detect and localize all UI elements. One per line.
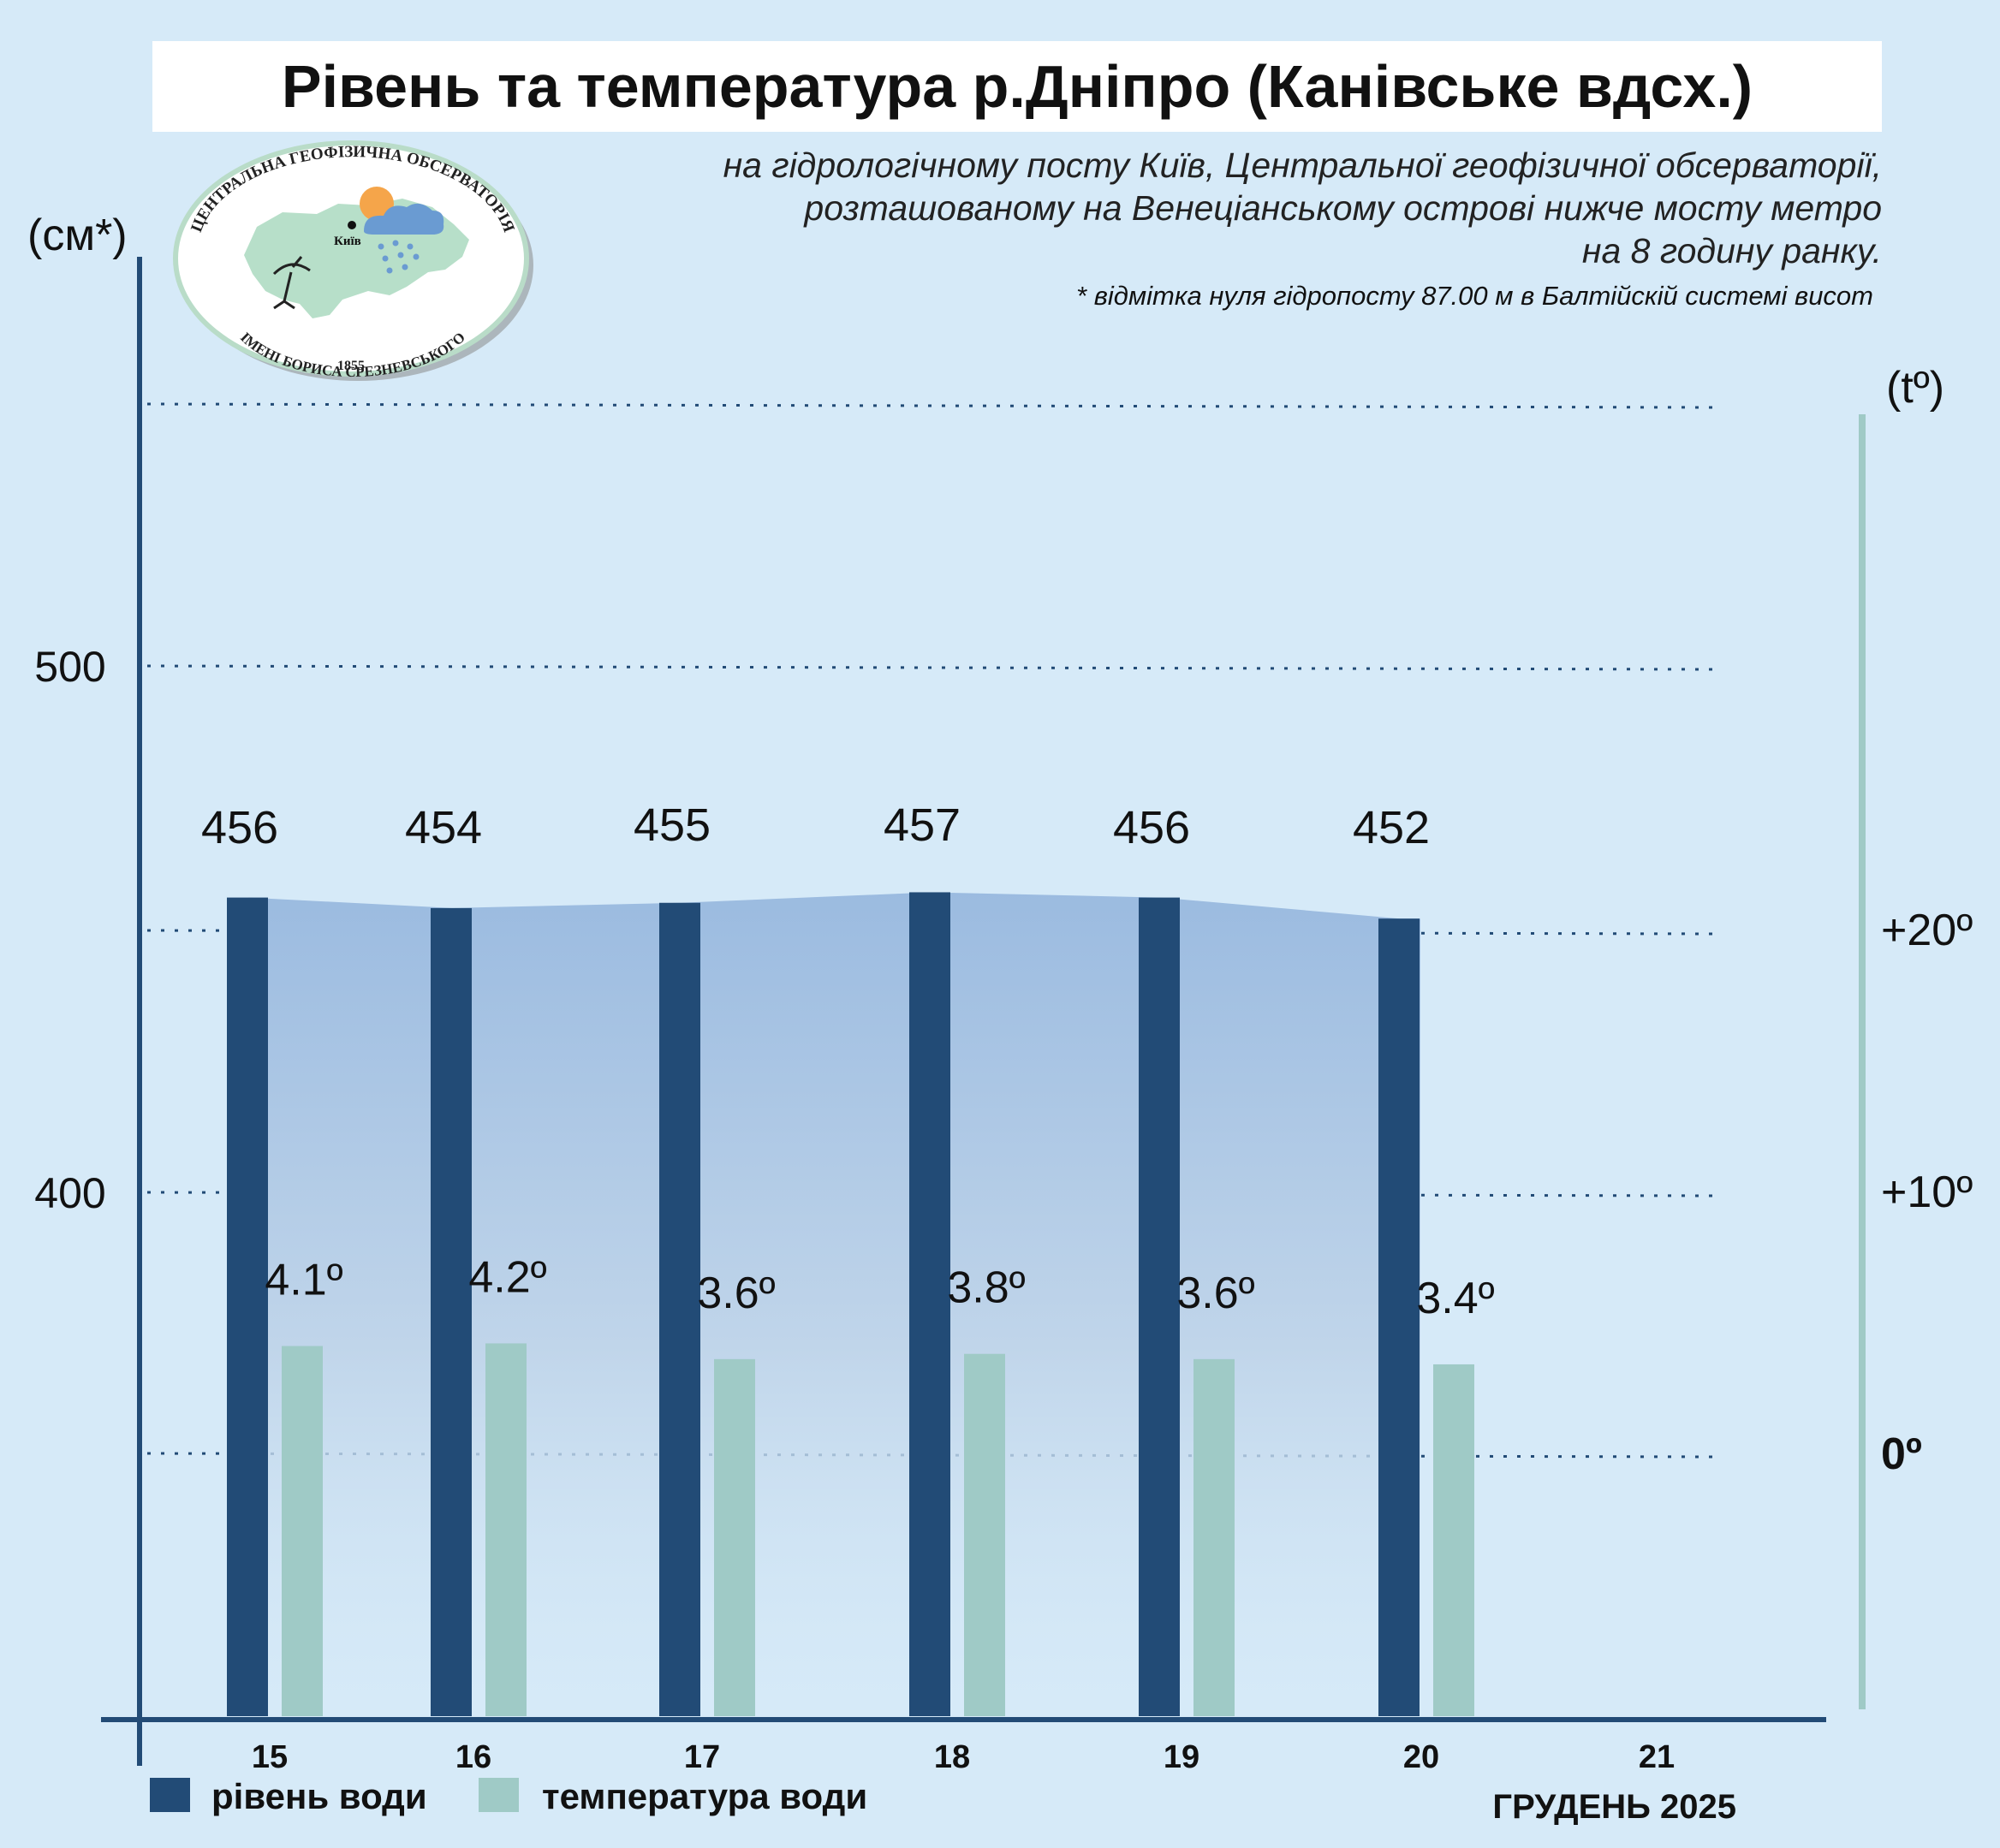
grid-line	[146, 664, 1713, 671]
x-tick-label: 18	[934, 1739, 970, 1775]
level-bar-20	[1378, 918, 1420, 1716]
level-value-label: 455	[634, 799, 711, 851]
left-tick-label: 400	[34, 1169, 105, 1217]
temperature-bar-18	[964, 1353, 1005, 1716]
temperature-value-label: 3.6º	[697, 1269, 775, 1318]
right-tick-labels: 0º +10º +20º	[1881, 906, 1973, 1479]
cloud-icon	[364, 203, 444, 235]
left-tick-label: 500	[34, 643, 105, 691]
temperature-value-label: 4.1º	[265, 1256, 342, 1305]
level-bar-19	[1139, 897, 1180, 1716]
x-tick-label: 20	[1403, 1739, 1439, 1775]
temperature-value-label: 3.8º	[947, 1263, 1025, 1313]
value-labels: 456 454 455 457 456 452 4.1º 4.2º 3.6º 3.8º 3.6º 3.…	[201, 799, 1495, 1323]
temperature-value-label: 4.2º	[468, 1252, 546, 1302]
subtitle-line-2: розташованому на Венеціанському острові …	[804, 188, 1882, 228]
temperature-bar-17	[714, 1358, 755, 1716]
chart-title: Рівень та температура р.Дніпро (Канівськ…	[281, 53, 1753, 120]
level-bar-16	[431, 907, 472, 1716]
temperature-bar-16	[485, 1343, 527, 1716]
x-tick-label: 15	[252, 1739, 288, 1775]
level-value-label: 456	[201, 802, 278, 853]
title-banner: Рівень та температура р.Дніпро (Канівськ…	[152, 41, 1882, 132]
temperature-value-label: 3.6º	[1176, 1269, 1254, 1318]
left-tick-labels: 400 500	[34, 643, 105, 1217]
legend-label-temperature: температура води	[542, 1776, 867, 1816]
x-tick-label: 21	[1639, 1739, 1675, 1775]
right-tick-label: +10º	[1881, 1168, 1973, 1217]
satellite-dish-icon	[272, 256, 311, 310]
temperature-bar-19	[1193, 1358, 1235, 1716]
level-bar-17	[659, 902, 700, 1716]
level-value-label: 457	[884, 799, 961, 851]
chart-subtitle: на гідрологічному посту Київ, Центрально…	[255, 144, 1882, 272]
right-axis-unit: (tº)	[1886, 363, 1944, 413]
x-tick-labels: 15 16 17 18 19 20 21	[252, 1739, 1675, 1775]
bars	[227, 892, 1474, 1716]
x-tick-label: 17	[684, 1739, 720, 1775]
level-area	[248, 892, 1420, 1716]
logo-city: Київ	[334, 235, 361, 248]
x-tick-label: 19	[1164, 1739, 1199, 1775]
level-value-label: 454	[405, 802, 482, 853]
observatory-logo: Київ ЦЕНТРАЛЬНА ГЕОФІЗИЧНА ОБСЕРВАТОРІЯ …	[173, 140, 533, 381]
month-label: ГРУДЕНЬ 2025	[1492, 1788, 1736, 1826]
kyiv-dot-icon	[348, 221, 356, 229]
footnote: * відмітка нуля гідропосту 87.00 м в Бал…	[1076, 281, 1873, 311]
right-tick-label: 0º	[1881, 1429, 1922, 1479]
subtitle-line-3: на 8 годину ранку.	[1581, 231, 1882, 270]
legend-swatch-temperature	[479, 1778, 519, 1812]
sun-icon	[360, 187, 394, 221]
subtitle-line-1: на гідрологічному посту Київ, Центрально…	[723, 146, 1882, 185]
logo-year: 1855	[337, 359, 365, 373]
level-value-label: 452	[1353, 802, 1430, 853]
left-axis-unit: (см*)	[27, 211, 128, 260]
rain-drops-icon	[378, 240, 420, 274]
x-tick-label: 16	[455, 1739, 491, 1775]
legend-swatch-level	[150, 1778, 190, 1812]
grid-line	[146, 402, 1713, 409]
legend-label-level: рівень води	[211, 1776, 427, 1816]
temperature-bar-15	[282, 1346, 323, 1716]
temperature-value-label: 3.4º	[1416, 1274, 1494, 1323]
temperature-bar-20	[1433, 1364, 1474, 1716]
right-tick-label: +20º	[1881, 906, 1973, 955]
level-bar-15	[227, 897, 268, 1716]
level-value-label: 456	[1113, 802, 1190, 853]
level-bar-18	[909, 892, 950, 1716]
